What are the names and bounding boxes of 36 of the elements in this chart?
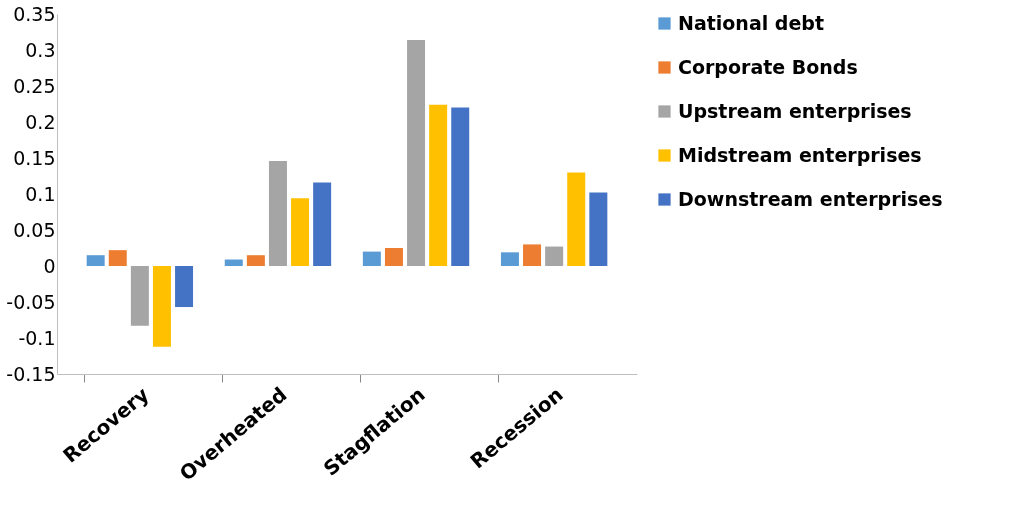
bar [429,104,448,266]
y-tick-label: -0.1 [18,326,56,349]
bar [567,172,586,266]
legend-label: Downstream enterprises [678,187,943,210]
bar [313,182,332,266]
bar [523,244,542,266]
bar [108,250,127,266]
bar [175,266,194,308]
bar [86,255,105,266]
bar [407,39,426,266]
y-tick-label: 0.3 [25,38,56,61]
bar [451,107,470,266]
bar [362,251,381,266]
bar [589,192,608,266]
y-tick-label: 0.35 [13,2,56,25]
bar [500,252,519,266]
legend-label: Corporate Bonds [678,55,858,78]
bar [224,259,243,266]
legend-label: Upstream enterprises [678,99,912,122]
y-tick-label: 0.25 [13,74,56,97]
legend-label: Midstream enterprises [678,143,922,166]
y-tick-label: 0.05 [13,218,56,241]
y-tick-label: -0.05 [6,290,56,313]
y-tick-label: 0.1 [25,182,56,205]
bar [130,266,149,326]
legend-label: National debt [678,11,825,34]
y-tick-label: -0.15 [6,362,56,385]
y-tick-label: 0 [43,254,56,277]
bar [545,246,564,266]
y-tick-label: 0.15 [13,146,56,169]
bar [291,198,310,266]
bar [152,266,171,347]
bar [246,255,265,266]
bar [384,248,403,266]
bar [268,160,287,266]
y-tick-label: 0.2 [25,110,56,133]
